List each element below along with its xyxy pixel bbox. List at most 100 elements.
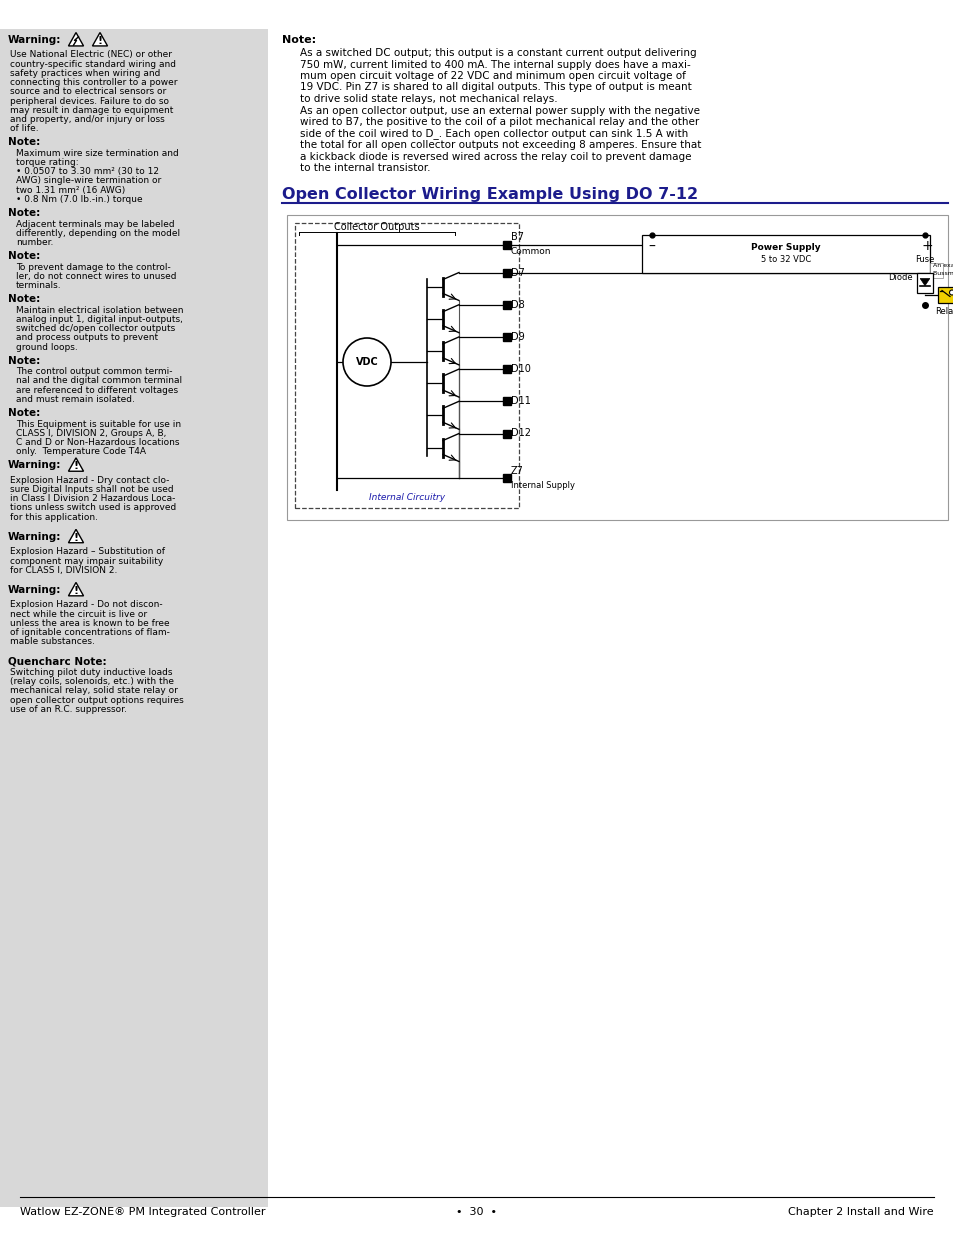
Text: Warning:: Warning:	[8, 35, 61, 44]
Text: and property, and/or injury or loss: and property, and/or injury or loss	[10, 115, 165, 124]
Text: open collector output options requires: open collector output options requires	[10, 695, 184, 704]
Text: of life.: of life.	[10, 124, 38, 133]
Text: •  30  •: • 30 •	[456, 1207, 497, 1216]
Text: Watlow EZ-ZONE® PM Integrated Controller: Watlow EZ-ZONE® PM Integrated Controller	[20, 1207, 265, 1216]
Text: (relay coils, solenoids, etc.) with the: (relay coils, solenoids, etc.) with the	[10, 677, 173, 687]
Text: source and to electrical sensors or: source and to electrical sensors or	[10, 88, 166, 96]
Text: !: !	[73, 585, 78, 595]
Bar	[916, 273, 932, 293]
Text: mable substances.: mable substances.	[10, 637, 94, 646]
Polygon shape	[92, 32, 108, 46]
Text: Quencharc Note:: Quencharc Note:	[8, 656, 107, 667]
Text: Warning:: Warning:	[8, 461, 61, 471]
Text: sure Digital Inputs shall not be used: sure Digital Inputs shall not be used	[10, 485, 173, 494]
Polygon shape	[69, 583, 84, 595]
Text: differently, depending on the model: differently, depending on the model	[16, 228, 180, 237]
Text: –: –	[647, 240, 654, 253]
Text: analog input 1, digital input-outputs,: analog input 1, digital input-outputs,	[16, 315, 183, 324]
Text: use of an R.C. suppressor.: use of an R.C. suppressor.	[10, 705, 127, 714]
Text: D12: D12	[511, 429, 531, 438]
Text: switched dc/open collector outputs: switched dc/open collector outputs	[16, 324, 175, 333]
Text: Adjacent terminals may be labeled: Adjacent terminals may be labeled	[16, 220, 174, 228]
Text: wired to B7, the positive to the coil of a pilot mechanical relay and the other: wired to B7, the positive to the coil of…	[299, 117, 699, 127]
Text: the total for all open collector outputs not exceeding 8 amperes. Ensure that: the total for all open collector outputs…	[299, 140, 700, 149]
Text: VDC: VDC	[355, 357, 378, 367]
Text: for CLASS I, DIVISION 2.: for CLASS I, DIVISION 2.	[10, 566, 117, 574]
Bar	[287, 215, 947, 520]
Text: !: !	[97, 36, 103, 46]
Text: unless the area is known to be free: unless the area is known to be free	[10, 619, 170, 627]
Text: safety practices when wiring and: safety practices when wiring and	[10, 69, 160, 78]
Text: two 1.31 mm² (16 AWG): two 1.31 mm² (16 AWG)	[16, 185, 125, 195]
Text: may result in damage to equipment: may result in damage to equipment	[10, 106, 173, 115]
Text: and process outputs to prevent: and process outputs to prevent	[16, 333, 158, 342]
Text: C and D or Non-Hazardous locations: C and D or Non-Hazardous locations	[16, 438, 179, 447]
Text: Relay: Relay	[934, 306, 953, 315]
Text: This Equipment is suitable for use in: This Equipment is suitable for use in	[16, 420, 181, 429]
Text: mechanical relay, solid state relay or: mechanical relay, solid state relay or	[10, 687, 177, 695]
Text: AWG) single-wire termination or: AWG) single-wire termination or	[16, 177, 161, 185]
Text: Note:: Note:	[8, 251, 40, 261]
Text: Power Supply: Power Supply	[750, 242, 820, 252]
Text: mum open circuit voltage of 22 VDC and minimum open circuit voltage of: mum open circuit voltage of 22 VDC and m…	[299, 70, 685, 82]
Text: !: !	[73, 532, 78, 542]
Text: Open Collector Wiring Example Using DO 7-12: Open Collector Wiring Example Using DO 7…	[282, 186, 698, 201]
Text: 5 to 32 VDC: 5 to 32 VDC	[760, 254, 810, 263]
Text: D9: D9	[511, 332, 524, 342]
Text: Note:: Note:	[8, 356, 40, 366]
Text: of ignitable concentrations of flam-: of ignitable concentrations of flam-	[10, 629, 170, 637]
Text: in Class I Division 2 Hazardous Loca-: in Class I Division 2 Hazardous Loca-	[10, 494, 175, 503]
Text: component may impair suitability: component may impair suitability	[10, 557, 163, 566]
Bar	[641, 235, 929, 273]
Bar	[937, 287, 953, 303]
Text: Bussman AGC-1 (3): Bussman AGC-1 (3)	[932, 272, 953, 277]
Text: Explosion Hazard - Do not discon-: Explosion Hazard - Do not discon-	[10, 600, 162, 609]
Text: country-specific standard wiring and: country-specific standard wiring and	[10, 59, 175, 69]
Text: to drive solid state relays, not mechanical relays.: to drive solid state relays, not mechani…	[299, 94, 558, 104]
Text: An example fuse is: An example fuse is	[932, 263, 953, 268]
Text: number.: number.	[16, 238, 53, 247]
Text: tions unless switch used is approved: tions unless switch used is approved	[10, 504, 176, 513]
Bar	[929, 263, 942, 278]
Circle shape	[948, 290, 953, 295]
Text: 750 mW, current limited to 400 mA. The internal supply does have a maxi-: 750 mW, current limited to 400 mA. The i…	[299, 59, 690, 69]
Text: Common: Common	[511, 247, 551, 257]
Circle shape	[343, 338, 391, 387]
Text: Note:: Note:	[282, 35, 315, 44]
Text: Internal Circuitry: Internal Circuitry	[369, 494, 445, 503]
Text: Explosion Hazard – Substitution of: Explosion Hazard – Substitution of	[10, 547, 165, 556]
Text: B7: B7	[511, 231, 523, 242]
Text: • 0.0507 to 3.30 mm² (30 to 12: • 0.0507 to 3.30 mm² (30 to 12	[16, 167, 159, 177]
Polygon shape	[69, 530, 84, 542]
Text: D7: D7	[511, 268, 524, 278]
Text: 19 VDC. Pin Z7 is shared to all digital outputs. This type of output is meant: 19 VDC. Pin Z7 is shared to all digital …	[299, 83, 691, 93]
Text: to the internal transistor.: to the internal transistor.	[299, 163, 430, 173]
Text: Note:: Note:	[8, 137, 40, 147]
Text: Z7: Z7	[511, 466, 523, 475]
Text: ground loops.: ground loops.	[16, 342, 77, 352]
Text: for this application.: for this application.	[10, 513, 98, 521]
Text: D10: D10	[511, 364, 530, 374]
Text: are referenced to different voltages: are referenced to different voltages	[16, 385, 178, 395]
Text: Note:: Note:	[8, 207, 40, 219]
Text: Use National Electric (NEC) or other: Use National Electric (NEC) or other	[10, 51, 172, 59]
Text: As an open collector output, use an external power supply with the negative: As an open collector output, use an exte…	[299, 105, 700, 116]
Text: and must remain isolated.: and must remain isolated.	[16, 395, 134, 404]
Text: Internal Supply: Internal Supply	[511, 480, 575, 489]
Text: Note:: Note:	[8, 408, 40, 417]
Text: only.  Temperature Code T4A: only. Temperature Code T4A	[16, 447, 146, 456]
Text: terminals.: terminals.	[16, 282, 62, 290]
Text: Chapter 2 Install and Wire: Chapter 2 Install and Wire	[787, 1207, 933, 1216]
Text: Collector Outputs: Collector Outputs	[334, 222, 419, 232]
Text: As a switched DC output; this output is a constant current output delivering: As a switched DC output; this output is …	[299, 48, 696, 58]
Text: D11: D11	[511, 396, 530, 406]
Text: Note:: Note:	[8, 294, 40, 304]
Text: Maintain electrical isolation between: Maintain electrical isolation between	[16, 306, 183, 315]
Text: ler, do not connect wires to unused: ler, do not connect wires to unused	[16, 272, 176, 280]
Text: Switching pilot duty inductive loads: Switching pilot duty inductive loads	[10, 668, 172, 677]
Polygon shape	[69, 458, 84, 472]
Text: Warning:: Warning:	[8, 585, 61, 595]
Text: side of the coil wired to D_. Each open collector output can sink 1.5 A with: side of the coil wired to D_. Each open …	[299, 128, 687, 140]
Text: a kickback diode is reversed wired across the relay coil to prevent damage: a kickback diode is reversed wired acros…	[299, 152, 691, 162]
Text: nect while the circuit is live or: nect while the circuit is live or	[10, 610, 147, 619]
